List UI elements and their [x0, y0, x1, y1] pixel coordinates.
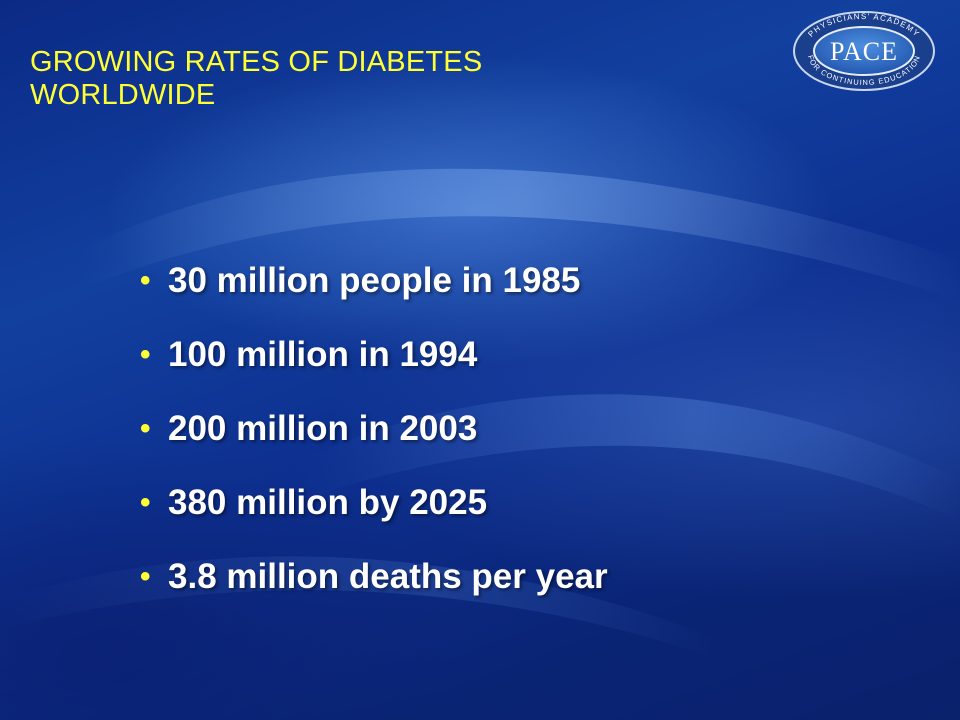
slide-title: GROWING RATES OF DIABETES WORLDWIDE — [30, 46, 482, 112]
title-line-2: WORLDWIDE — [30, 79, 216, 111]
bullet-icon: • — [140, 412, 151, 445]
pace-logo: PHYSICIANS' ACADEMY FOR CONTINUING EDUCA… — [793, 11, 935, 91]
bullet-icon: • — [140, 486, 151, 519]
bullet-list: • 30 million people in 1985 • 100 millio… — [140, 244, 608, 614]
bullet-icon: • — [140, 264, 151, 297]
bullet-text: 3.8 million deaths per year — [168, 557, 608, 596]
bullet-item: • 3.8 million deaths per year — [140, 540, 608, 614]
bullet-text: 30 million people in 1985 — [168, 261, 581, 300]
title-line-1: GROWING RATES OF DIABETES — [30, 46, 483, 78]
bullet-text: 380 million by 2025 — [168, 483, 488, 522]
logo-main-text: PACE — [830, 37, 898, 66]
bullet-text: 200 million in 2003 — [168, 409, 478, 448]
bullet-item: • 30 million people in 1985 — [140, 244, 608, 318]
bullet-text: 100 million in 1994 — [168, 335, 478, 374]
bullet-icon: • — [140, 338, 151, 371]
bullet-item: • 380 million by 2025 — [140, 466, 608, 540]
bullet-item: • 100 million in 1994 — [140, 318, 608, 392]
bullet-item: • 200 million in 2003 — [140, 392, 608, 466]
bullet-icon: • — [140, 560, 151, 593]
